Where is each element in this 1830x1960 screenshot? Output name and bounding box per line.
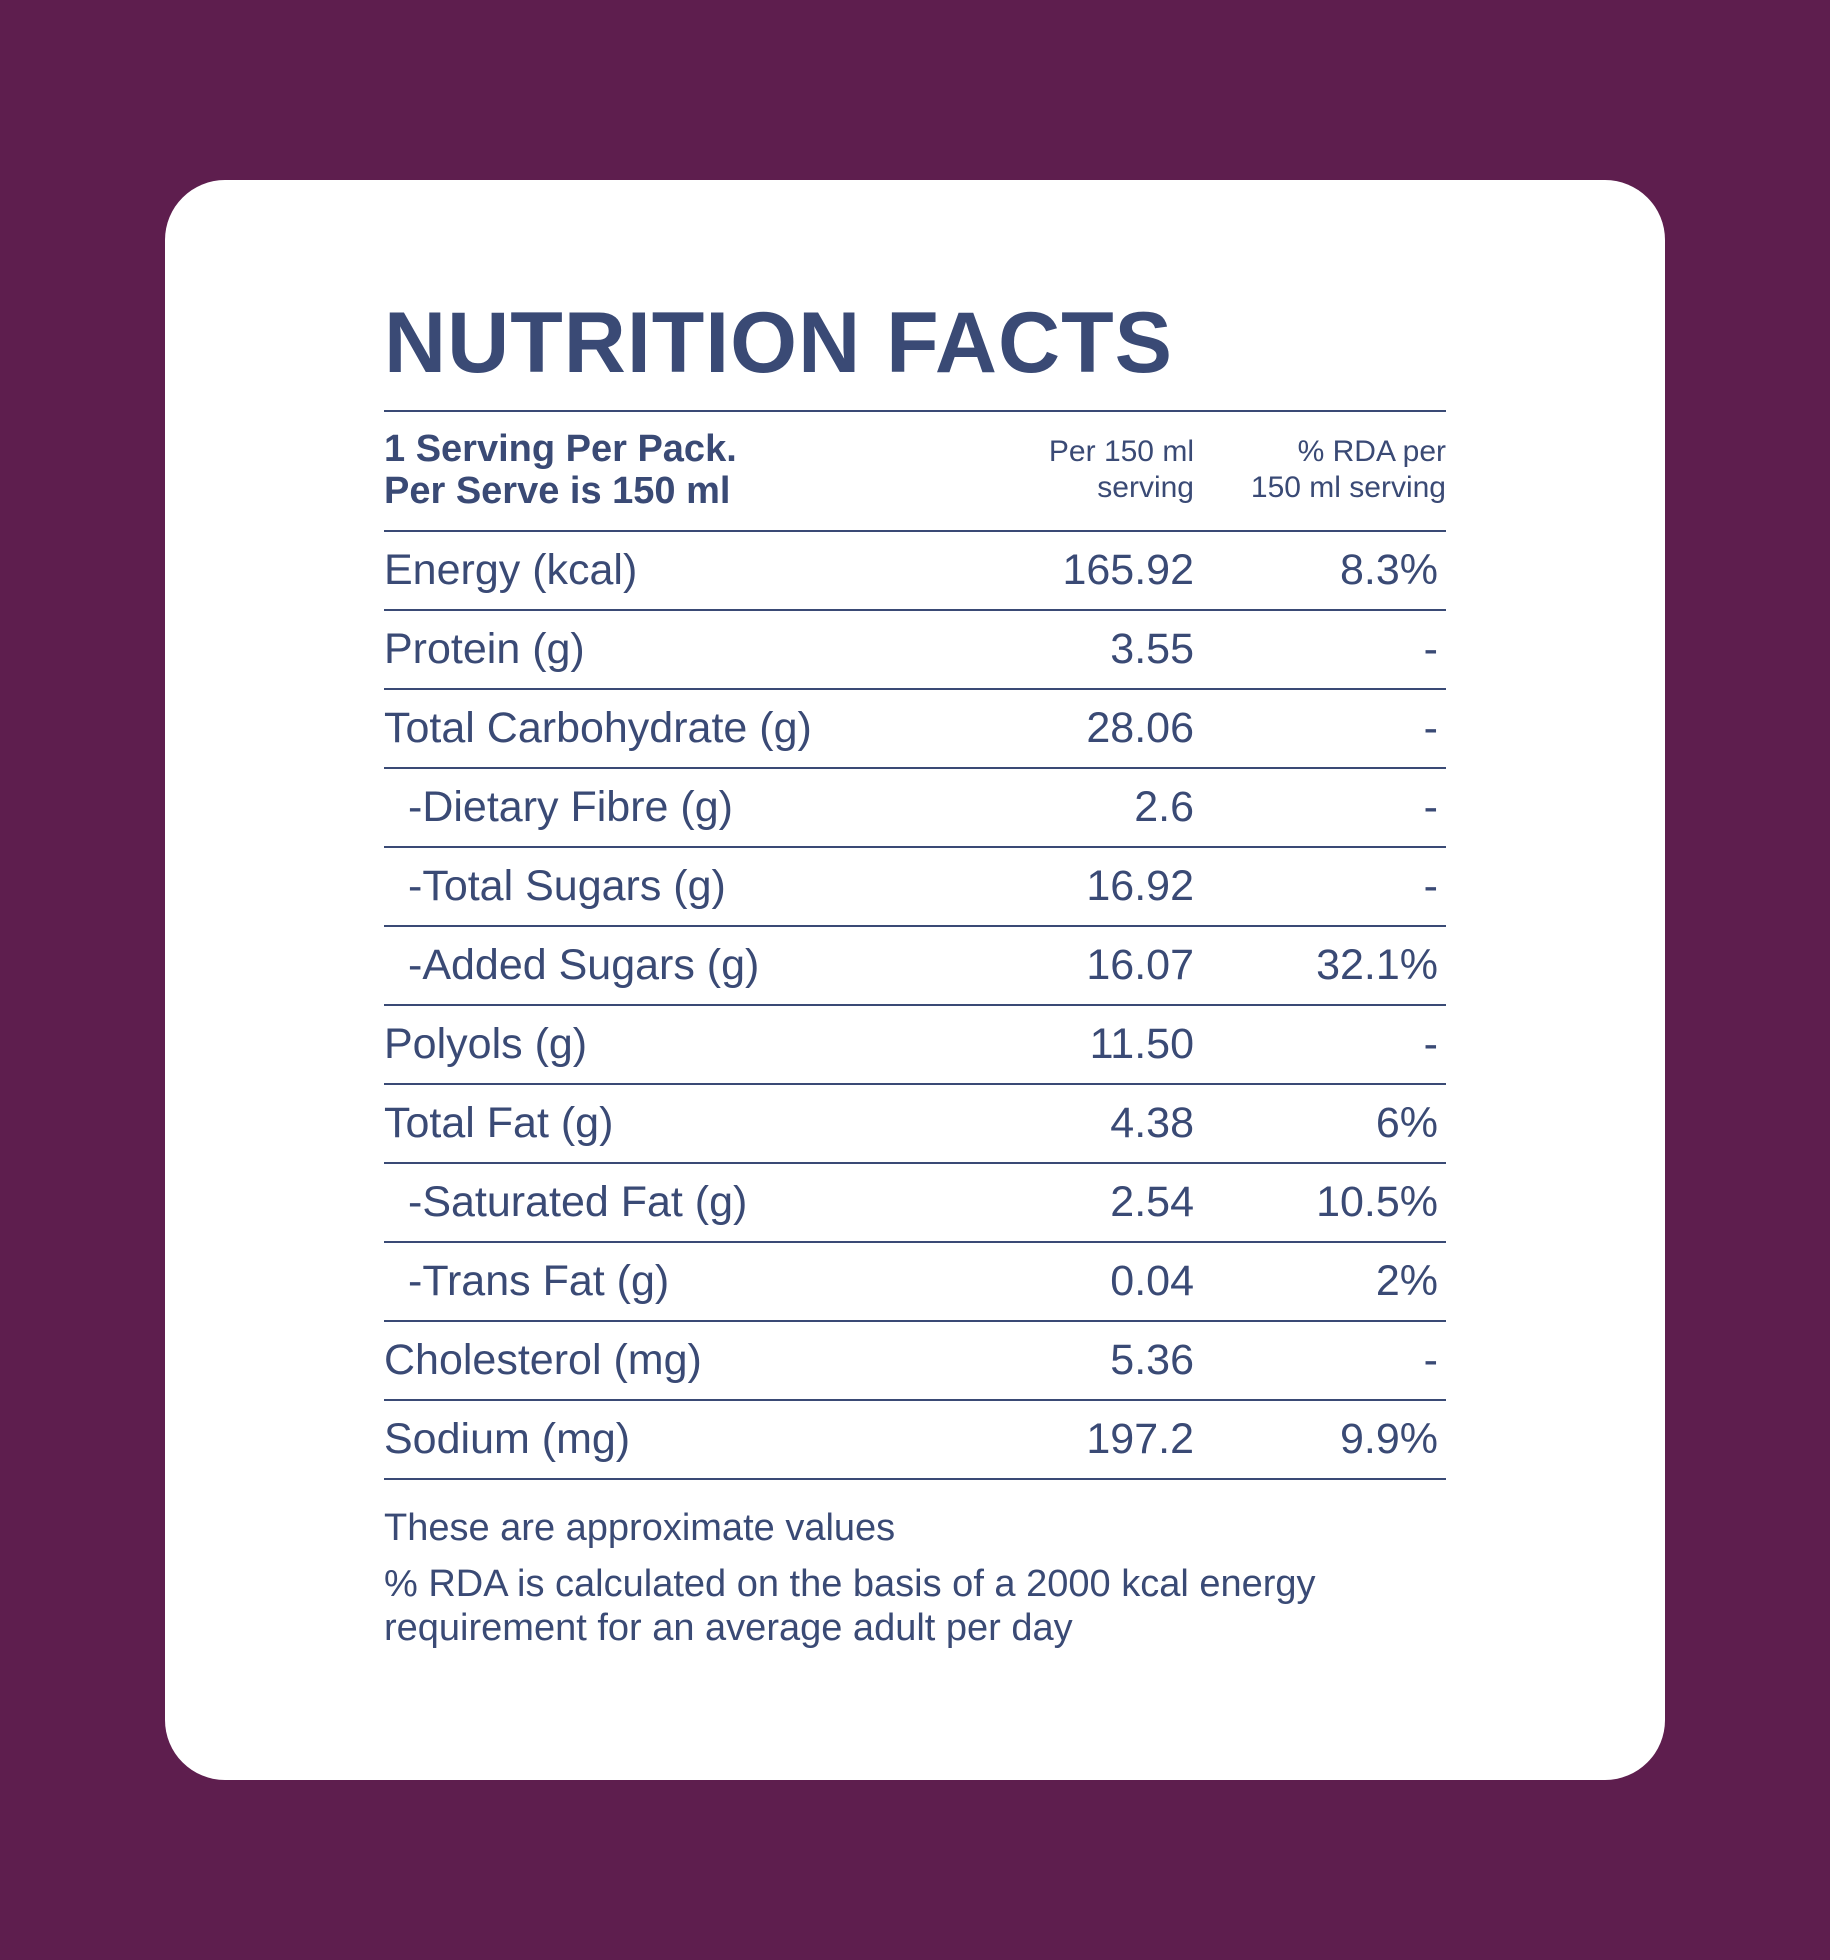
- nutrient-value: 16.92: [1086, 862, 1194, 910]
- table-row: -Added Sugars (g) 16.07 32.1%: [384, 927, 1446, 1006]
- nutrient-rda: 9.9%: [1339, 1415, 1438, 1463]
- title-divider: [384, 410, 1446, 412]
- table-row: Cholesterol (mg) 5.36 -: [384, 1322, 1446, 1401]
- nutrient-value: 197.2: [1086, 1415, 1194, 1463]
- nutrient-rda: 2%: [1375, 1257, 1438, 1305]
- table-row: Protein (g) 3.55 -: [384, 611, 1446, 690]
- nutrient-label: -Dietary Fibre (g): [408, 783, 733, 831]
- nutrient-value: 4.38: [1110, 1099, 1194, 1147]
- nutrient-rda: 6%: [1375, 1099, 1438, 1147]
- nutrient-label: Sodium (mg): [384, 1415, 631, 1463]
- footnote-approximate: These are approximate values: [384, 1507, 896, 1549]
- nutrient-label: Energy (kcal): [384, 546, 638, 594]
- nutrient-label: -Added Sugars (g): [408, 941, 760, 989]
- nutrient-rda: -: [1423, 704, 1438, 752]
- table-header: 1 Serving Per Pack. Per Serve is 150 ml …: [384, 412, 1446, 532]
- nutrient-rda: -: [1423, 1336, 1438, 1384]
- footnotes: These are approximate values % RDA is ca…: [384, 1506, 1446, 1650]
- table-row: -Trans Fat (g) 0.04 2%: [384, 1243, 1446, 1322]
- nutrient-value: 5.36: [1110, 1336, 1194, 1384]
- nutrient-label: Protein (g): [384, 625, 585, 673]
- nutrient-rda: -: [1423, 625, 1438, 673]
- column-header-per-line-1: Per 150 ml: [1048, 435, 1194, 468]
- nutrient-value: 11.50: [1089, 1020, 1194, 1068]
- table-row: Total Carbohydrate (g) 28.06 -: [384, 690, 1446, 769]
- nutrient-value: 28.06: [1086, 704, 1194, 752]
- table-row: Total Fat (g) 4.38 6%: [384, 1085, 1446, 1164]
- nutrient-rda: -: [1423, 783, 1438, 831]
- column-header-per-serving: Per 150 ml serving: [944, 428, 1194, 506]
- column-header-per-line-2: serving: [1097, 471, 1194, 504]
- nutrition-panel: NUTRITION FACTS 1 Serving Per Pack. Per …: [384, 300, 1446, 1662]
- column-header-rda-line-1: % RDA per: [1297, 435, 1446, 468]
- serving-line-2: Per Serve is 150 ml: [384, 470, 731, 512]
- nutrient-label: Polyols (g): [384, 1020, 588, 1068]
- nutrient-rda: 32.1%: [1316, 941, 1438, 989]
- nutrient-value: 2.6: [1134, 783, 1194, 831]
- table-row: Energy (kcal) 165.92 8.3%: [384, 532, 1446, 611]
- nutrient-value: 3.55: [1110, 625, 1194, 673]
- nutrient-rda: -: [1423, 862, 1438, 910]
- table-row: -Total Sugars (g) 16.92 -: [384, 848, 1446, 927]
- nutrient-value: 165.92: [1062, 546, 1194, 594]
- nutrient-label: -Total Sugars (g): [408, 862, 726, 910]
- nutrient-rda: 8.3%: [1339, 546, 1438, 594]
- nutrient-rda: 10.5%: [1316, 1178, 1438, 1226]
- nutrient-value: 2.54: [1110, 1178, 1194, 1226]
- serving-line-1: 1 Serving Per Pack.: [384, 428, 737, 470]
- nutrient-label: Cholesterol (mg): [384, 1336, 702, 1384]
- serving-info: 1 Serving Per Pack. Per Serve is 150 ml: [384, 428, 944, 512]
- nutrient-value: 0.04: [1110, 1257, 1194, 1305]
- column-header-rda-line-2: 150 ml serving: [1250, 471, 1446, 504]
- table-row: Polyols (g) 11.50 -: [384, 1006, 1446, 1085]
- nutrient-value: 16.07: [1086, 941, 1194, 989]
- table-row: Sodium (mg) 197.2 9.9%: [384, 1401, 1446, 1480]
- nutrient-rda: -: [1423, 1020, 1438, 1068]
- page-title: NUTRITION FACTS: [384, 295, 1173, 391]
- nutrient-label: -Trans Fat (g): [408, 1257, 670, 1305]
- nutrition-card: [165, 180, 1665, 1780]
- nutrient-label: Total Carbohydrate (g): [384, 704, 812, 752]
- column-header-rda: % RDA per 150 ml serving: [1194, 428, 1446, 506]
- nutrient-label: Total Fat (g): [384, 1099, 614, 1147]
- footnote-rda: % RDA is calculated on the basis of a 20…: [384, 1563, 1316, 1649]
- nutrient-label: -Saturated Fat (g): [408, 1178, 748, 1226]
- table-row: -Saturated Fat (g) 2.54 10.5%: [384, 1164, 1446, 1243]
- table-row: -Dietary Fibre (g) 2.6 -: [384, 769, 1446, 848]
